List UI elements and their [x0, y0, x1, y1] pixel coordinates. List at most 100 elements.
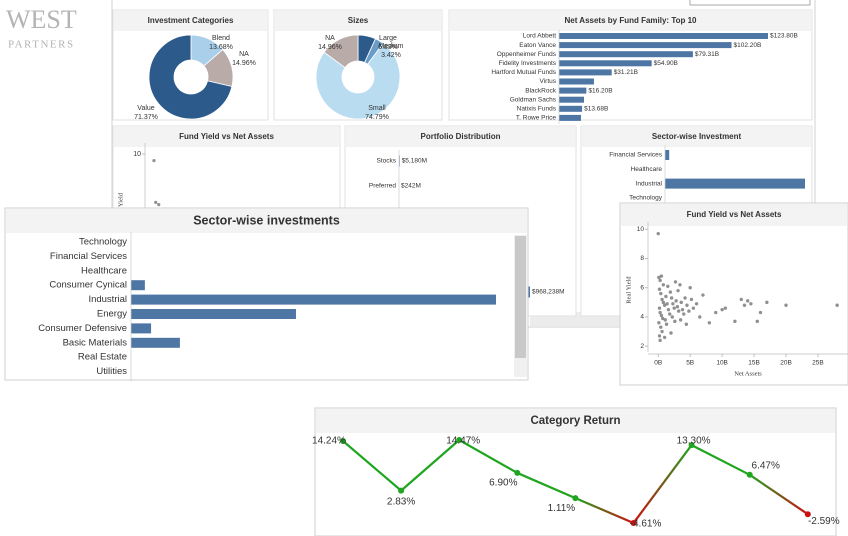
- panel-header: [114, 11, 267, 31]
- point: [676, 288, 680, 293]
- scrollbar-thumb[interactable]: [515, 236, 526, 358]
- value-label: -4.61%: [630, 519, 662, 530]
- category-label: Basic Materials: [63, 337, 128, 348]
- slice-label: Small: [368, 105, 386, 112]
- category-label: Healthcare: [631, 166, 663, 173]
- bar: [559, 96, 584, 103]
- point: [673, 319, 677, 324]
- point: [707, 321, 712, 325]
- x-tick-label: 25B: [812, 360, 824, 367]
- point: [658, 338, 662, 343]
- line-segment: [458, 439, 518, 474]
- point: [657, 334, 662, 338]
- line-point: [746, 471, 753, 478]
- value-label: $54.90B: [654, 60, 678, 67]
- panel-title: Net Assets by Fund Family: Top 10: [564, 16, 697, 25]
- y-tick-label: 6: [640, 284, 644, 291]
- point: [663, 318, 667, 322]
- value-label: 6.90%: [489, 478, 517, 489]
- point: [685, 303, 689, 307]
- y-tick-label: 10: [133, 151, 141, 158]
- y-axis-label: Yield: [117, 192, 124, 207]
- slice-label: Value: [137, 105, 154, 112]
- x-tick-label: 15B: [748, 360, 760, 367]
- slice-label: NA: [325, 35, 335, 42]
- bar: [131, 323, 152, 334]
- panel-header: [621, 204, 847, 226]
- category-label: Virtus: [540, 78, 557, 85]
- panel-header: [450, 11, 811, 31]
- point: [666, 307, 671, 312]
- point: [662, 303, 667, 307]
- value-label: 13.30%: [677, 436, 711, 447]
- category-label: Goldman Sachs: [510, 96, 557, 103]
- category-label: Preferred: [369, 183, 396, 190]
- value-label: $79.31B: [695, 51, 719, 58]
- bar: [131, 337, 180, 348]
- point: [669, 331, 673, 335]
- point: [657, 287, 662, 291]
- point: [659, 325, 663, 329]
- x-tick-label: 0B: [654, 360, 662, 367]
- point: [688, 286, 692, 290]
- category-label: Technology: [629, 195, 663, 202]
- panel-header: [346, 127, 575, 147]
- point: [665, 302, 669, 306]
- category-label: Natixis Funds: [517, 106, 557, 113]
- value-label: $16.20B: [588, 87, 612, 94]
- y-tick-label: 10: [637, 226, 645, 233]
- category-label: Financial Services: [609, 152, 662, 159]
- point: [678, 283, 682, 287]
- line-segment: [516, 471, 576, 500]
- category-label: Technology: [79, 237, 127, 248]
- point: [679, 300, 683, 305]
- point: [694, 302, 699, 306]
- slice-value: 3.42%: [381, 52, 401, 59]
- point: [660, 316, 665, 321]
- point: [152, 159, 156, 163]
- x-axis-label: Net Assets: [734, 370, 762, 377]
- point: [673, 280, 678, 284]
- value-label: 1.11%: [548, 503, 576, 514]
- line-point: [804, 511, 811, 518]
- line-segment: [342, 440, 402, 492]
- slice-label: Medium: [379, 43, 404, 50]
- line-point: [340, 438, 346, 445]
- panel-header: [114, 127, 339, 147]
- point: [758, 310, 763, 315]
- point: [154, 200, 158, 204]
- value-label: 14.47%: [446, 436, 480, 447]
- point: [674, 299, 678, 303]
- bar: [559, 69, 612, 76]
- value-label: $123.80B: [770, 33, 798, 40]
- value-label: 14.24%: [312, 436, 346, 447]
- panel-header: [582, 127, 811, 147]
- panel-header: [316, 409, 835, 433]
- point: [671, 302, 675, 306]
- slice-value: 71.37%: [134, 114, 158, 121]
- bar: [131, 294, 496, 305]
- x-tick-label: 10B: [716, 360, 728, 367]
- line-point: [630, 520, 637, 526]
- category-label: Industrial: [636, 180, 663, 187]
- y-tick-label: 4: [640, 314, 644, 321]
- bar: [665, 150, 670, 160]
- logo-line2: PARTNERS: [8, 39, 75, 51]
- category-label: Healthcare: [81, 265, 127, 276]
- point: [733, 319, 737, 324]
- panel: [4, 207, 529, 381]
- point: [680, 307, 685, 312]
- point: [749, 302, 753, 306]
- category-label: Lord Abbett: [523, 33, 556, 40]
- point: [668, 290, 673, 294]
- bar: [559, 60, 652, 67]
- point: [660, 297, 664, 302]
- logo-line1: WEST: [6, 5, 77, 34]
- panel-title: Sizes: [348, 16, 369, 25]
- value-label: 2.83%: [387, 496, 415, 507]
- slice-value: 74.79%: [365, 114, 389, 121]
- filter-dropdown[interactable]: [689, 0, 811, 6]
- slice-label: Blend: [212, 35, 230, 42]
- point: [672, 306, 676, 310]
